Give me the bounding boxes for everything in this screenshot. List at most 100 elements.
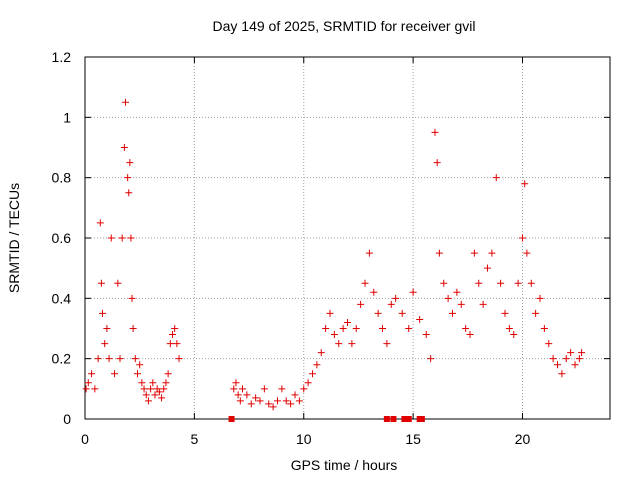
data-point (466, 331, 474, 339)
data-point (125, 189, 133, 197)
data-point (260, 385, 268, 393)
data-point (269, 403, 277, 411)
data-point (387, 300, 395, 308)
data-point (105, 355, 113, 363)
data-point (151, 391, 159, 399)
data-points (82, 98, 586, 411)
data-point (158, 394, 166, 402)
y-tick-label: 1 (63, 109, 71, 125)
data-point (536, 294, 544, 302)
data-point (479, 300, 487, 308)
data-point (352, 325, 360, 332)
data-point (91, 385, 99, 393)
data-point (124, 174, 132, 182)
data-point (475, 279, 483, 287)
data-point (519, 234, 526, 242)
data-point (554, 361, 561, 369)
data-point (142, 391, 150, 399)
data-point (278, 385, 286, 393)
data-point (433, 159, 441, 167)
data-point (357, 300, 365, 308)
data-point (540, 325, 548, 332)
data-point (322, 325, 330, 332)
zero-marker (401, 416, 408, 422)
data-point (435, 249, 443, 257)
data-point (162, 379, 170, 387)
data-point (99, 309, 106, 317)
data-point (97, 279, 105, 287)
data-point (84, 379, 92, 387)
x-axis: 0 5 10 15 20 (81, 57, 530, 447)
data-point (492, 174, 500, 182)
x-tick-label: 15 (405, 431, 421, 447)
data-point (155, 388, 163, 396)
data-point (440, 279, 448, 287)
x-tick-label: 20 (515, 431, 531, 447)
data-point (147, 385, 155, 393)
data-point (111, 370, 119, 378)
data-point (144, 397, 152, 405)
data-point (484, 264, 491, 272)
data-point (116, 355, 124, 363)
data-point (567, 349, 575, 357)
data-point (126, 159, 134, 167)
zero-marker (405, 416, 412, 422)
data-point (571, 361, 579, 369)
data-point (374, 309, 382, 317)
y-tick-label: 0.8 (52, 170, 72, 186)
data-point (344, 318, 351, 326)
data-point (558, 370, 566, 378)
data-point (265, 400, 273, 408)
data-point (313, 361, 321, 369)
data-point (171, 325, 179, 332)
zero-marker (228, 416, 235, 422)
data-point (160, 385, 168, 393)
data-point (94, 355, 102, 363)
data-point (304, 379, 312, 387)
data-point (243, 391, 251, 399)
data-point (462, 325, 470, 332)
data-point (118, 234, 126, 242)
data-point (449, 309, 456, 317)
data-point (330, 331, 338, 339)
data-point (383, 340, 391, 348)
data-point (505, 325, 513, 332)
data-point (578, 349, 586, 357)
data-point (339, 325, 347, 332)
data-point (131, 355, 139, 363)
data-point (149, 379, 157, 387)
data-point (431, 128, 439, 136)
y-tick-label: 0 (63, 411, 71, 427)
data-point (532, 309, 540, 317)
chart-title: Day 149 of 2025, SRMTID for receiver gvi… (213, 18, 476, 34)
data-point (300, 385, 308, 393)
data-point (427, 355, 435, 363)
data-point (379, 325, 386, 332)
data-point (527, 279, 535, 287)
data-point (287, 400, 295, 408)
data-point (82, 385, 90, 393)
data-point (409, 288, 417, 296)
data-point (107, 234, 115, 242)
data-point (274, 397, 281, 405)
data-point (128, 294, 136, 302)
data-point (114, 279, 122, 287)
data-point (127, 234, 135, 242)
data-point (575, 355, 583, 363)
data-point (88, 370, 96, 378)
data-point (96, 219, 104, 227)
data-point (230, 385, 238, 393)
data-point (523, 249, 531, 257)
data-point (282, 397, 290, 405)
y-tick-label: 0.4 (52, 290, 72, 306)
data-point (326, 309, 334, 317)
data-point (140, 385, 148, 393)
zero-marker (418, 416, 425, 422)
data-point (129, 325, 137, 332)
data-point (247, 400, 255, 408)
data-point (501, 309, 509, 317)
data-point (175, 355, 183, 363)
y-axis-label: SRMTID / TECUs (6, 183, 22, 293)
data-point (562, 355, 570, 363)
